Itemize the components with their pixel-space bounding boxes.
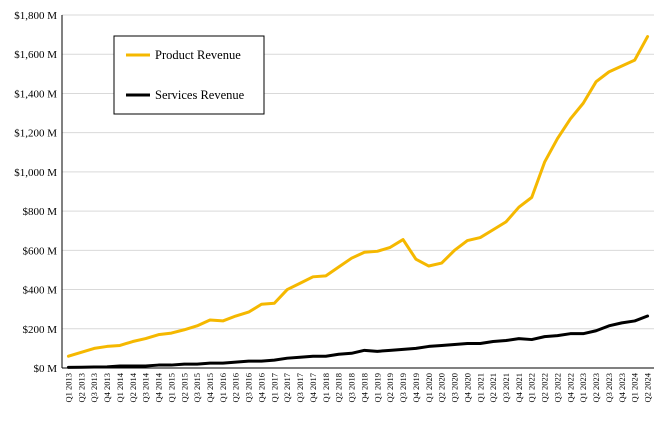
y-tick-label: $1,200 M <box>14 128 57 140</box>
y-tick-label: $0 M <box>33 363 57 375</box>
x-tick-label: Q4 2014 <box>154 372 164 402</box>
x-tick-label: Q4 2016 <box>256 373 266 403</box>
x-tick-label: Q2 2013 <box>76 373 86 403</box>
x-tick-label: Q1 2013 <box>63 373 73 403</box>
series-lines <box>66 35 650 369</box>
x-tick-label: Q3 2018 <box>347 373 357 403</box>
y-tick-label: $200 M <box>22 324 57 336</box>
x-tick-label: Q3 2021 <box>501 373 511 403</box>
legend-box <box>113 35 265 115</box>
x-tick-label: Q2 2014 <box>128 372 138 402</box>
y-tick-label: $1,000 M <box>14 167 57 179</box>
x-tick-label: Q1 2018 <box>321 373 331 403</box>
x-tick-label: Q2 2022 <box>540 373 550 403</box>
x-tick-label: Q1 2017 <box>269 373 279 403</box>
x-axis-tick-labels: Q1 2013 Q2 2013 Q3 2013 Q4 2013 Q1 2014 Q2 20… <box>63 372 652 402</box>
x-tick-label: Q2 2015 <box>179 373 189 403</box>
legend: Product Revenue Services Revenue <box>113 35 265 115</box>
x-tick-label: Q4 2022 <box>565 373 575 403</box>
x-tick-label: Q2 2018 <box>334 373 344 403</box>
legend-label-product-revenue: Product Revenue <box>155 48 241 62</box>
series-line-services-revenue <box>66 314 650 369</box>
x-tick-label: Q3 2016 <box>244 373 254 403</box>
x-tick-label: Q3 2022 <box>552 373 562 403</box>
y-tick-label: $600 M <box>22 245 57 257</box>
x-tick-label: Q2 2019 <box>385 373 395 403</box>
y-axis-tick-labels: $0 M $200 M $400 M $600 M $800 M $1,000 M $1,2… <box>14 10 57 375</box>
x-tick-label: Q1 2022 <box>527 373 537 403</box>
x-tick-label: Q2 2017 <box>282 373 292 403</box>
x-tick-label: Q1 2023 <box>578 373 588 403</box>
x-tick-label: Q1 2014 <box>115 372 125 402</box>
x-tick-label: Q3 2017 <box>295 373 305 403</box>
x-tick-label: Q4 2013 <box>102 373 112 403</box>
y-tick-label: $1,600 M <box>14 49 57 61</box>
x-tick-label: Q4 2023 <box>617 373 627 403</box>
x-tick-label: Q2 2016 <box>231 373 241 403</box>
y-tick-label: $1,800 M <box>14 10 57 22</box>
x-tick-label: Q2 2024 <box>643 372 653 402</box>
x-tick-label: Q1 2016 <box>218 373 228 403</box>
x-tick-label: Q1 2021 <box>475 373 485 403</box>
y-tick-label: $800 M <box>22 206 57 218</box>
series-line-product-revenue <box>66 35 650 358</box>
x-tick-label: Q2 2021 <box>488 373 498 403</box>
x-tick-label: Q1 2019 <box>372 373 382 403</box>
x-tick-label: Q3 2023 <box>604 373 614 403</box>
x-tick-label: Q4 2018 <box>359 373 369 403</box>
x-tick-label: Q1 2024 <box>630 372 640 402</box>
x-tick-label: Q3 2014 <box>141 372 151 402</box>
x-tick-label: Q2 2023 <box>591 373 601 403</box>
x-tick-label: Q4 2017 <box>308 373 318 403</box>
x-tick-label: Q3 2013 <box>89 373 99 403</box>
x-tick-label: Q4 2019 <box>411 373 421 403</box>
x-tick-label: Q2 2020 <box>437 373 447 403</box>
x-tick-label: Q4 2020 <box>462 373 472 403</box>
y-tick-label: $1,400 M <box>14 88 57 100</box>
x-tick-label: Q4 2021 <box>514 373 524 403</box>
x-tick-label: Q1 2020 <box>424 373 434 403</box>
axes <box>61 15 654 369</box>
x-tick-label: Q3 2019 <box>398 373 408 403</box>
x-tick-label: Q1 2015 <box>166 373 176 403</box>
legend-label-services-revenue: Services Revenue <box>155 88 245 102</box>
x-tick-label: Q3 2015 <box>192 373 202 403</box>
y-tick-label: $400 M <box>22 285 57 297</box>
x-tick-label: Q3 2020 <box>450 373 460 403</box>
x-tick-label: Q4 2015 <box>205 373 215 403</box>
